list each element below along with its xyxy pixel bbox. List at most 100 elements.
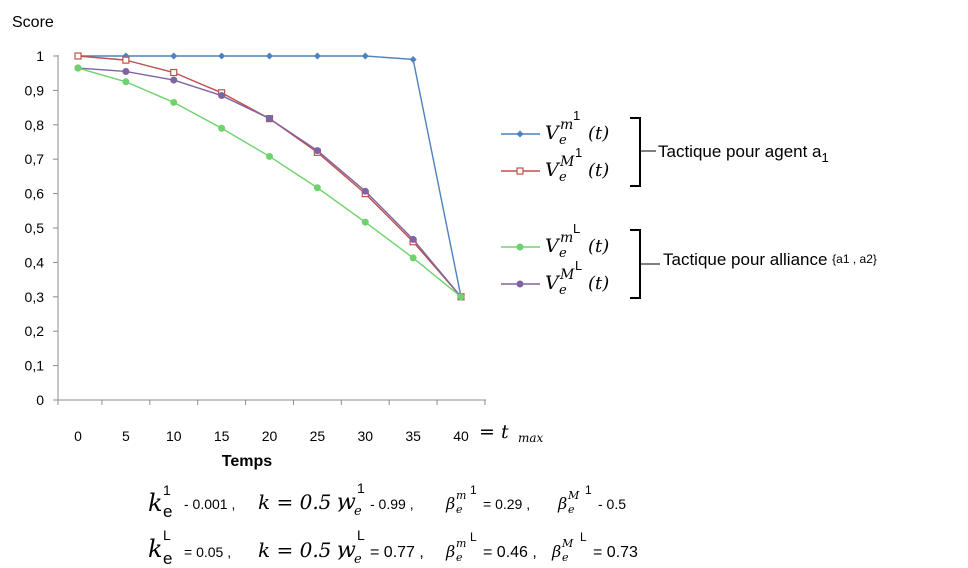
series-4-point xyxy=(361,187,369,195)
svg-text:M: M xyxy=(561,537,574,550)
y-tick-label: 0,9 xyxy=(25,82,45,98)
legend-entry-sub: e xyxy=(559,246,567,261)
svg-text:e: e xyxy=(163,502,172,521)
series-1-point xyxy=(266,52,273,60)
series-3-point xyxy=(218,124,226,132)
series-3-point xyxy=(122,78,130,86)
legend-entry-arg: (t) xyxy=(588,123,609,144)
legend-entry-index: L xyxy=(575,258,582,273)
x-tick-label: 35 xyxy=(405,428,421,444)
y-tick-label: 1 xyxy=(36,48,44,64)
svg-text:= 0.29 ,: = 0.29 , xyxy=(483,496,530,512)
svg-text:1: 1 xyxy=(163,482,171,498)
series-3-point xyxy=(74,64,82,72)
series-3-point xyxy=(313,184,321,192)
svg-text:β: β xyxy=(557,494,567,513)
svg-text:e: e xyxy=(354,504,362,519)
x-tick-label: 20 xyxy=(262,428,278,444)
legend-entry-2: V xyxy=(545,159,561,181)
x-tick-label: 30 xyxy=(357,428,373,444)
svg-text:e: e xyxy=(163,549,172,568)
y-tick-label: 0,7 xyxy=(25,151,45,167)
legend-entry-index: 1 xyxy=(573,108,580,123)
svg-text:k = 0.5 ,: k = 0.5 , xyxy=(258,490,344,514)
y-tick-label: 0,4 xyxy=(25,254,45,270)
legend-entry-sup: M xyxy=(559,267,575,283)
svg-text:- 0.99 ,: - 0.99 , xyxy=(370,496,414,512)
legend-entry-sup: m xyxy=(560,230,573,246)
series-2-point xyxy=(74,52,82,60)
svg-text:k: k xyxy=(148,535,163,563)
y-tick-label: 0,5 xyxy=(25,220,45,236)
legend-entry-arg: (t) xyxy=(588,273,609,294)
series-1-point xyxy=(361,52,369,60)
svg-text:w: w xyxy=(337,490,356,515)
svg-text:1: 1 xyxy=(585,483,592,497)
legend-entry-arg: (t) xyxy=(588,160,609,181)
y-tick-label: 0,2 xyxy=(25,323,45,339)
series-4-point xyxy=(122,67,130,75)
parameters-line-2: k e L = 0.05 , k = 0.5 , w e L = 0.77 , … xyxy=(148,527,638,568)
svg-text:= 0.46 ,: = 0.46 , xyxy=(483,544,537,561)
svg-text:1: 1 xyxy=(470,483,477,497)
svg-text:- 0.5: - 0.5 xyxy=(598,496,626,512)
svg-text:= 0.77 ,: = 0.77 , xyxy=(370,544,424,561)
legend-entry-4: V xyxy=(545,272,561,294)
x-ticks: 0 5 10 15 20 25 30 35 40 xyxy=(57,400,486,444)
series-3-point xyxy=(170,98,178,106)
svg-text:L: L xyxy=(163,527,171,543)
svg-text:L: L xyxy=(357,527,365,543)
svg-text:L: L xyxy=(580,530,587,544)
x-tick-label: 5 xyxy=(122,428,130,444)
svg-text:e: e xyxy=(456,503,463,516)
series-line-1 xyxy=(78,55,462,297)
series-line-2 xyxy=(77,55,462,298)
x-tick-label: 25 xyxy=(310,428,326,444)
svg-text:= 0.73: = 0.73 xyxy=(593,544,638,561)
group-brace-agent xyxy=(630,117,641,187)
svg-text:β: β xyxy=(445,542,455,561)
legend-entry-index: L xyxy=(573,221,580,236)
y-tick-label: 0,6 xyxy=(25,186,45,202)
series-2-point xyxy=(122,56,130,64)
svg-text:e: e xyxy=(562,551,569,564)
legend-swatch-marker xyxy=(516,280,524,288)
y-tick-label: 0 xyxy=(36,392,44,408)
svg-text:M: M xyxy=(567,489,580,502)
x-tick-label: 15 xyxy=(214,428,230,444)
svg-text:k: k xyxy=(148,489,163,517)
group-brace-alliance xyxy=(630,229,641,299)
legend-entry-1: V xyxy=(545,122,561,144)
svg-text:β: β xyxy=(551,542,561,561)
legend-entry-sub: e xyxy=(559,283,567,298)
svg-text:w: w xyxy=(337,538,356,563)
series-1-point xyxy=(218,52,226,60)
x-tick-label: 10 xyxy=(166,428,182,444)
legend-entry-arg: (t) xyxy=(588,236,609,257)
legend-swatch-marker xyxy=(516,167,524,175)
svg-text:= 0.05 ,: = 0.05 , xyxy=(184,544,231,560)
legend-entry-sup: M xyxy=(559,154,575,170)
svg-text:- 0.001 ,: - 0.001 , xyxy=(184,496,235,512)
legend-swatch-marker xyxy=(516,130,524,138)
series-line-3 xyxy=(77,67,462,298)
x-extra-sub: max xyxy=(518,431,544,445)
series-4-point xyxy=(218,92,226,100)
legend-entry-index: 1 xyxy=(575,145,582,160)
series-1-point xyxy=(313,52,321,60)
x-tick-label: 40 xyxy=(453,428,469,444)
x-extra-label: = t xyxy=(479,421,509,443)
x-axis-label: Temps xyxy=(222,453,272,470)
svg-text:1: 1 xyxy=(357,480,365,496)
series-line-4 xyxy=(77,67,462,298)
legend-entry-sup: m xyxy=(560,117,573,133)
svg-text:k = 0.5 ,: k = 0.5 , xyxy=(258,538,344,562)
series-4-point xyxy=(170,76,178,84)
series-group xyxy=(74,52,465,301)
group-label-agent: Tactique pour agent a1 xyxy=(658,142,829,165)
series-1-point xyxy=(409,55,417,63)
legend-entry-sub: e xyxy=(559,133,567,148)
series-3-point xyxy=(266,152,273,160)
svg-text:m: m xyxy=(456,537,466,550)
